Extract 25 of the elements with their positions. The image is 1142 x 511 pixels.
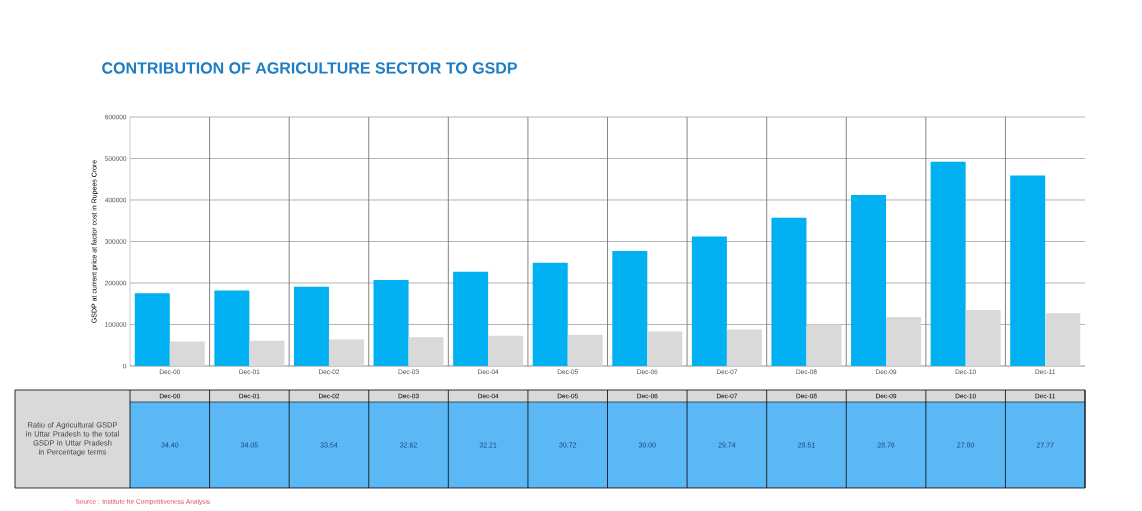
- bar: [134, 293, 170, 366]
- bar: [771, 217, 807, 366]
- bar: [930, 161, 966, 366]
- bar: [532, 262, 568, 366]
- bar: [328, 339, 364, 366]
- bar: [293, 286, 329, 366]
- bar: [1045, 313, 1081, 366]
- bar: [453, 271, 489, 366]
- bar: [488, 335, 524, 366]
- bar: [567, 334, 603, 366]
- bar: [647, 331, 683, 366]
- chart-title: CONTRIBUTION OF AGRICULTURE SECTOR TO GSDP: [102, 62, 517, 74]
- bar: [886, 317, 922, 366]
- bar: [965, 309, 1001, 366]
- bar: [612, 251, 648, 366]
- bar: [851, 195, 887, 366]
- bar: [373, 280, 409, 366]
- bar: [726, 329, 762, 366]
- bar: [691, 236, 727, 366]
- bar: [169, 341, 205, 366]
- bar: [806, 324, 842, 366]
- bar: [214, 290, 250, 366]
- bar: [249, 340, 285, 366]
- bar: [408, 337, 444, 366]
- bar: [1010, 175, 1046, 366]
